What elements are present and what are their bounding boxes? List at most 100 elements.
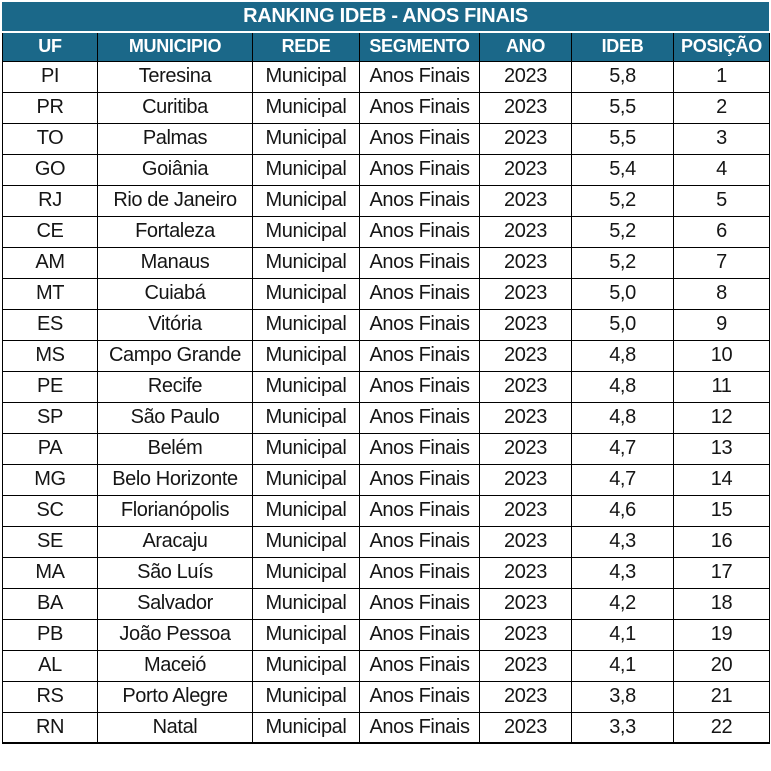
cell-rede: Municipal [252,556,360,589]
table-title: RANKING IDEB - ANOS FINAIS [2,2,769,31]
cell-ideb: 4,7 [571,432,674,465]
cell-rede: Municipal [252,432,360,465]
cell-posicao: 18 [673,587,770,620]
cell-rede: Municipal [252,184,360,217]
cell-posicao: 15 [673,494,770,527]
cell-ideb: 4,2 [571,587,674,620]
cell-municipio: Curitiba [97,91,253,124]
cell-rede: Municipal [252,494,360,527]
table-row: MG Belo Horizonte Municipal Anos Finais … [2,463,770,496]
cell-ideb: 5,2 [571,246,674,279]
cell-ideb: 4,7 [571,463,674,496]
cell-uf: TO [2,122,98,155]
cell-ano: 2023 [479,60,572,93]
cell-segmento: Anos Finais [359,463,480,496]
cell-posicao: 21 [673,680,770,713]
table-row: SC Florianópolis Municipal Anos Finais 2… [2,494,770,527]
cell-municipio: Teresina [97,60,253,93]
cell-rede: Municipal [252,215,360,248]
cell-uf: CE [2,215,98,248]
cell-rede: Municipal [252,587,360,620]
cell-municipio: Rio de Janeiro [97,184,253,217]
header-rede: REDE [252,33,360,62]
cell-posicao: 14 [673,463,770,496]
table-row: BA Salvador Municipal Anos Finais 2023 4… [2,587,770,620]
cell-segmento: Anos Finais [359,277,480,310]
cell-ideb: 5,8 [571,60,674,93]
cell-ano: 2023 [479,587,572,620]
table-row: RS Porto Alegre Municipal Anos Finais 20… [2,680,770,713]
cell-ideb: 5,2 [571,184,674,217]
cell-rede: Municipal [252,618,360,651]
cell-segmento: Anos Finais [359,308,480,341]
cell-municipio: Vitória [97,308,253,341]
cell-segmento: Anos Finais [359,432,480,465]
cell-ideb: 5,0 [571,277,674,310]
table-row: AM Manaus Municipal Anos Finais 2023 5,2… [2,246,770,279]
cell-municipio: João Pessoa [97,618,253,651]
cell-ano: 2023 [479,308,572,341]
cell-ideb: 5,4 [571,153,674,186]
cell-uf: PE [2,370,98,403]
cell-segmento: Anos Finais [359,587,480,620]
table-row: ES Vitória Municipal Anos Finais 2023 5,… [2,308,770,341]
table-row: PB João Pessoa Municipal Anos Finais 202… [2,618,770,651]
cell-uf: MT [2,277,98,310]
cell-ano: 2023 [479,246,572,279]
cell-uf: SC [2,494,98,527]
header-segmento: SEGMENTO [359,33,480,62]
table-row: MT Cuiabá Municipal Anos Finais 2023 5,0… [2,277,770,310]
cell-ideb: 4,3 [571,525,674,558]
cell-posicao: 6 [673,215,770,248]
table-row: MA São Luís Municipal Anos Finais 2023 4… [2,556,770,589]
cell-ideb: 4,1 [571,649,674,682]
cell-uf: ES [2,308,98,341]
cell-posicao: 5 [673,184,770,217]
cell-rede: Municipal [252,525,360,558]
cell-segmento: Anos Finais [359,711,480,744]
table-row: GO Goiânia Municipal Anos Finais 2023 5,… [2,153,770,186]
cell-rede: Municipal [252,680,360,713]
table-row: PE Recife Municipal Anos Finais 2023 4,8… [2,370,770,403]
cell-municipio: Campo Grande [97,339,253,372]
cell-posicao: 4 [673,153,770,186]
cell-posicao: 17 [673,556,770,589]
cell-ano: 2023 [479,401,572,434]
cell-rede: Municipal [252,246,360,279]
table-row: PR Curitiba Municipal Anos Finais 2023 5… [2,91,770,124]
cell-ideb: 5,5 [571,91,674,124]
cell-rede: Municipal [252,463,360,496]
cell-rede: Municipal [252,277,360,310]
table-row: PI Teresina Municipal Anos Finais 2023 5… [2,60,770,93]
cell-municipio: Fortaleza [97,215,253,248]
cell-municipio: Recife [97,370,253,403]
cell-segmento: Anos Finais [359,246,480,279]
cell-ideb: 4,1 [571,618,674,651]
cell-ano: 2023 [479,122,572,155]
cell-posicao: 22 [673,711,770,744]
table-row: AL Maceió Municipal Anos Finais 2023 4,1… [2,649,770,682]
cell-ano: 2023 [479,680,572,713]
cell-rede: Municipal [252,370,360,403]
cell-ideb: 3,3 [571,711,674,744]
cell-ano: 2023 [479,618,572,651]
cell-uf: GO [2,153,98,186]
header-ano: ANO [479,33,572,62]
cell-uf: MA [2,556,98,589]
cell-segmento: Anos Finais [359,122,480,155]
cell-ano: 2023 [479,153,572,186]
cell-uf: SP [2,401,98,434]
cell-ideb: 4,6 [571,494,674,527]
cell-posicao: 1 [673,60,770,93]
cell-ano: 2023 [479,463,572,496]
cell-ideb: 5,2 [571,215,674,248]
cell-segmento: Anos Finais [359,60,480,93]
cell-ideb: 4,8 [571,370,674,403]
cell-municipio: Natal [97,711,253,744]
table-header: UF MUNICIPIO REDE SEGMENTO ANO IDEB POSI… [2,33,770,62]
cell-municipio: Maceió [97,649,253,682]
cell-segmento: Anos Finais [359,556,480,589]
cell-ideb: 4,8 [571,401,674,434]
cell-rede: Municipal [252,122,360,155]
cell-uf: AM [2,246,98,279]
